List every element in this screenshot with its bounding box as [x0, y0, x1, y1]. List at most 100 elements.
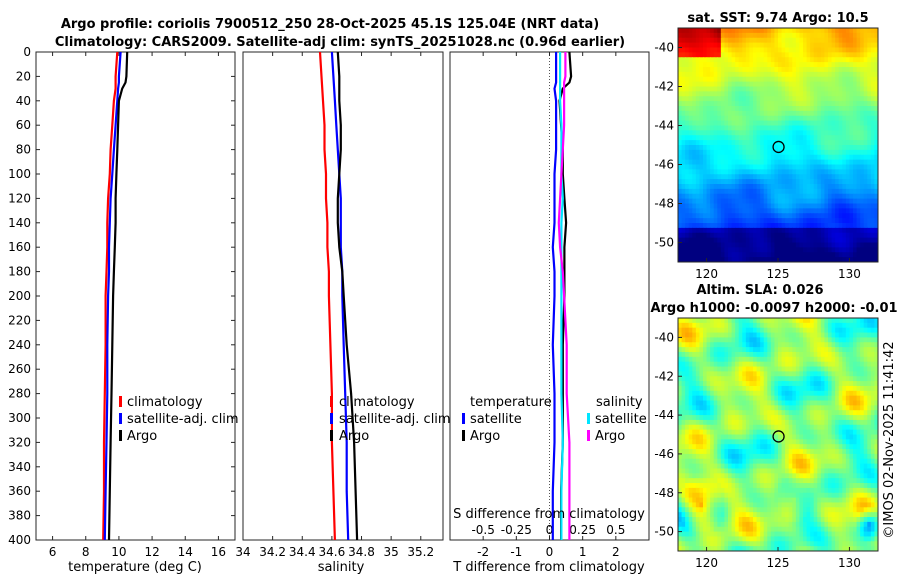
- heatmap-cell: [706, 332, 711, 339]
- heatmap-cell: [731, 81, 736, 88]
- heatmap-cell: [792, 385, 797, 392]
- heatmap-cell: [849, 449, 854, 455]
- heatmap-cell: [803, 203, 808, 209]
- heatmap-cell: [849, 444, 854, 450]
- heatmap-cell: [756, 318, 761, 324]
- heatmap-cell: [870, 453, 876, 460]
- heatmap-cell: [756, 390, 761, 397]
- heatmap-cell: [738, 218, 743, 224]
- heatmap-cell: [710, 247, 715, 253]
- heatmap-cell: [785, 106, 790, 112]
- heatmap-cell: [728, 458, 733, 465]
- heatmap-cell: [742, 125, 747, 131]
- heatmap-cell: [781, 32, 786, 39]
- heatmap-cell: [763, 101, 768, 107]
- heatmap-cell: [731, 444, 736, 450]
- salinity-x-ticks: 34 34.2 34.4 34.6 34.8 35 35.2: [235, 52, 434, 559]
- heatmap-cell: [820, 203, 826, 209]
- heatmap-cell: [745, 110, 751, 117]
- heatmap-cell: [720, 463, 726, 470]
- heatmap-cell: [870, 57, 876, 63]
- heatmap-cell: [753, 32, 758, 39]
- heatmap-cell: [678, 130, 683, 136]
- heatmap-cell: [774, 76, 779, 83]
- heatmap-cell: [738, 67, 743, 73]
- heatmap-cell: [863, 159, 868, 166]
- heatmap-cell: [685, 487, 690, 494]
- heatmap-cell: [820, 318, 826, 324]
- heatmap-cell: [838, 227, 843, 234]
- heatmap-cell: [874, 81, 878, 88]
- heatmap-cell: [785, 400, 790, 406]
- heatmap-cell: [781, 57, 786, 63]
- heatmap-cell: [842, 376, 847, 382]
- heatmap-cell: [749, 424, 754, 431]
- heatmap-cell: [849, 347, 854, 353]
- heatmap-cell: [860, 96, 865, 102]
- heatmap-cell: [870, 198, 876, 205]
- heatmap-cell: [849, 463, 854, 470]
- heatmap-cell: [767, 327, 772, 334]
- heatmap-cell: [688, 42, 693, 49]
- heatmap-cell: [874, 473, 878, 479]
- heatmap-cell: [870, 218, 876, 224]
- heatmap-cell: [724, 237, 729, 244]
- heatmap-cell: [742, 318, 747, 324]
- heatmap-cell: [856, 247, 861, 253]
- heatmap-cell: [870, 130, 876, 136]
- heatmap-cell: [853, 213, 858, 219]
- heatmap-cell: [828, 67, 833, 73]
- heatmap-cell: [703, 405, 708, 411]
- heatmap-cell: [774, 164, 779, 170]
- heatmap-cell: [699, 257, 704, 262]
- depth-tick-label: 0: [23, 45, 31, 59]
- heatmap-cell: [717, 52, 722, 58]
- heatmap-cell: [813, 62, 818, 68]
- heatmap-cell: [713, 371, 718, 377]
- heatmap-cell: [810, 483, 815, 489]
- heatmap-cell: [803, 449, 808, 455]
- heatmap-cell: [695, 37, 701, 44]
- heatmap-cell: [720, 96, 726, 102]
- heatmap-cell: [710, 159, 715, 166]
- heatmap-cell: [792, 110, 797, 117]
- heatmap-cell: [710, 145, 715, 151]
- heatmap-cell: [792, 232, 797, 239]
- heatmap-cell: [845, 237, 851, 244]
- heatmap-cell: [703, 322, 708, 329]
- heatmap-cell: [713, 487, 718, 494]
- heatmap-cell: [845, 115, 851, 122]
- heatmap-cell: [735, 154, 740, 161]
- heatmap-cell: [749, 208, 754, 214]
- heatmap-cell: [810, 361, 815, 368]
- heatmap-cell: [778, 351, 783, 358]
- heatmap-cell: [849, 179, 854, 185]
- heatmap-cell: [710, 478, 715, 484]
- heatmap-cell: [813, 332, 818, 339]
- heatmap-cell: [735, 332, 740, 339]
- heatmap-cell: [731, 91, 736, 97]
- heatmap-cell: [853, 318, 858, 324]
- heatmap-cell: [678, 71, 683, 78]
- heatmap-cell: [681, 218, 686, 224]
- heatmap-cell: [806, 410, 811, 416]
- heatmap-cell: [692, 351, 697, 358]
- heatmap-cell: [695, 164, 701, 170]
- heatmap-cell: [688, 193, 693, 200]
- heatmap-cell: [863, 449, 868, 455]
- heatmap-cell: [781, 52, 786, 58]
- heatmap-cell: [738, 169, 743, 175]
- heatmap-cell: [692, 164, 697, 170]
- heatmap-cell: [703, 366, 708, 372]
- heatmap-cell: [860, 390, 865, 397]
- heatmap-cell: [856, 487, 861, 494]
- heatmap-cell: [713, 385, 718, 392]
- heatmap-cell: [813, 478, 818, 484]
- heatmap-cell: [785, 91, 790, 97]
- heatmap-cell: [856, 356, 861, 363]
- heatmap-cell: [806, 463, 811, 470]
- heatmap-cell: [692, 342, 697, 348]
- heatmap-cell: [788, 179, 793, 185]
- heatmap-cell: [838, 47, 843, 53]
- heatmap-cell: [685, 154, 690, 161]
